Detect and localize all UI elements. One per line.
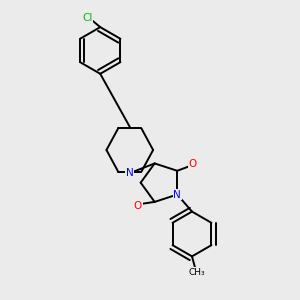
Text: CH₃: CH₃ [188, 268, 205, 277]
Text: O: O [134, 201, 142, 211]
Text: N: N [126, 168, 134, 178]
Text: N: N [173, 190, 181, 200]
Text: O: O [189, 159, 197, 169]
Text: Cl: Cl [82, 14, 92, 23]
